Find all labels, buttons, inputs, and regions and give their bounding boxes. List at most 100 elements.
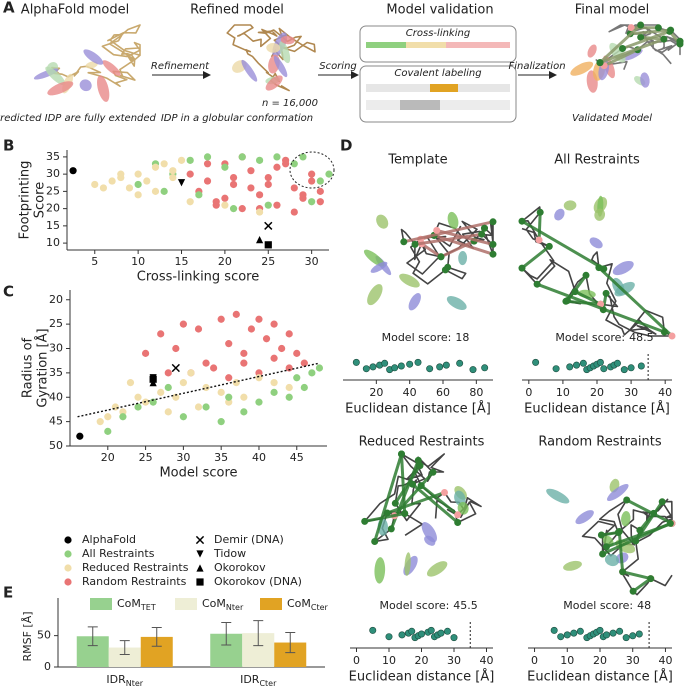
point (229, 180, 238, 189)
point (270, 379, 278, 387)
residue (441, 266, 449, 274)
validation-title: Covalent labeling (394, 68, 481, 79)
point (316, 187, 324, 195)
y-tick-label: 40 (49, 390, 63, 403)
y-tick-label: 50 (49, 439, 63, 452)
point (151, 187, 160, 195)
point (316, 198, 324, 206)
residue (614, 529, 622, 536)
point (285, 393, 293, 401)
point (262, 335, 271, 343)
restraint (440, 239, 475, 259)
x-tick-label: 35 (214, 451, 228, 464)
helix (589, 237, 603, 249)
validation-box (359, 25, 517, 63)
strip-point (414, 358, 422, 366)
strip-point (362, 365, 370, 373)
structure-title: Template (387, 153, 447, 168)
helix (614, 281, 635, 297)
point (91, 180, 99, 189)
x-tick-sub: Cter (259, 679, 277, 688)
point (104, 413, 112, 421)
helix (457, 502, 469, 515)
y-tick-label: 30 (46, 167, 60, 180)
point (290, 208, 298, 216)
point (134, 191, 142, 199)
helix (426, 561, 448, 577)
strip-point (629, 632, 637, 640)
helix (45, 66, 66, 86)
chain (226, 24, 316, 92)
residue (371, 538, 379, 545)
x-tick-label: 0 (531, 654, 538, 667)
legend-label: Random Restraints (82, 575, 187, 588)
panel-letter: A (3, 0, 15, 17)
point (134, 403, 142, 411)
error-bar (221, 621, 232, 646)
y-tick-label: 50 (37, 629, 51, 642)
x-tick-label: 25 (139, 451, 153, 464)
legend-marker (64, 564, 72, 572)
x-tick-label: 80 (469, 386, 483, 399)
point (164, 408, 172, 416)
residue (637, 21, 645, 29)
caption: IDP in a globular conformation (161, 113, 313, 124)
point (264, 180, 272, 189)
residue (658, 498, 666, 506)
x-tick-label: 10 (560, 654, 574, 667)
point (157, 388, 165, 396)
panel-title: AlphaFold model (21, 3, 129, 18)
point (255, 208, 264, 216)
panel-title: Refined model (190, 3, 284, 18)
restraint (603, 48, 639, 67)
legend-label: Okorokov (DNA) (214, 575, 302, 588)
decor (406, 42, 446, 48)
helix (640, 72, 650, 88)
x-tick-label: 40 (658, 386, 672, 399)
residue (545, 242, 553, 250)
strip-point (596, 626, 604, 634)
x-tick-text: IDR (240, 673, 260, 686)
x-tick-label: 45 (290, 451, 304, 464)
model-score: Model score: 48 (563, 599, 651, 612)
strip-point (408, 627, 416, 635)
point (217, 315, 225, 323)
score-prefix: Model score: (555, 331, 625, 344)
point (194, 403, 203, 411)
point (221, 163, 229, 171)
strip-point (563, 631, 571, 639)
helix (594, 208, 606, 221)
point (172, 344, 180, 353)
x-tick-label: 20 (101, 451, 115, 464)
helix (575, 510, 594, 525)
point (315, 364, 324, 372)
legend-swatch (175, 598, 197, 610)
restraint (414, 232, 482, 246)
x-tick-label: 40 (480, 654, 494, 667)
strip-point (385, 633, 393, 641)
panel-title: Final model (575, 3, 650, 18)
point (255, 236, 264, 244)
residue (668, 332, 676, 340)
strip-point (557, 633, 565, 641)
restraint (598, 23, 642, 64)
y-tick-label: 0 (44, 660, 51, 673)
point (169, 167, 177, 175)
residue (629, 587, 637, 595)
residue (667, 26, 675, 34)
helix (458, 251, 468, 266)
point (151, 163, 160, 171)
error-bar (119, 640, 130, 655)
point (232, 379, 240, 387)
y-tick-label: 30 (49, 342, 63, 355)
point (177, 156, 186, 164)
strip-point (566, 363, 574, 371)
restraint (574, 290, 602, 306)
residue (596, 59, 604, 67)
strip-point (398, 631, 406, 639)
legend-sub: Nter (226, 603, 244, 612)
point (134, 170, 142, 178)
point (187, 369, 195, 377)
x-axis-label: Model score (159, 466, 237, 481)
residue (599, 550, 607, 558)
